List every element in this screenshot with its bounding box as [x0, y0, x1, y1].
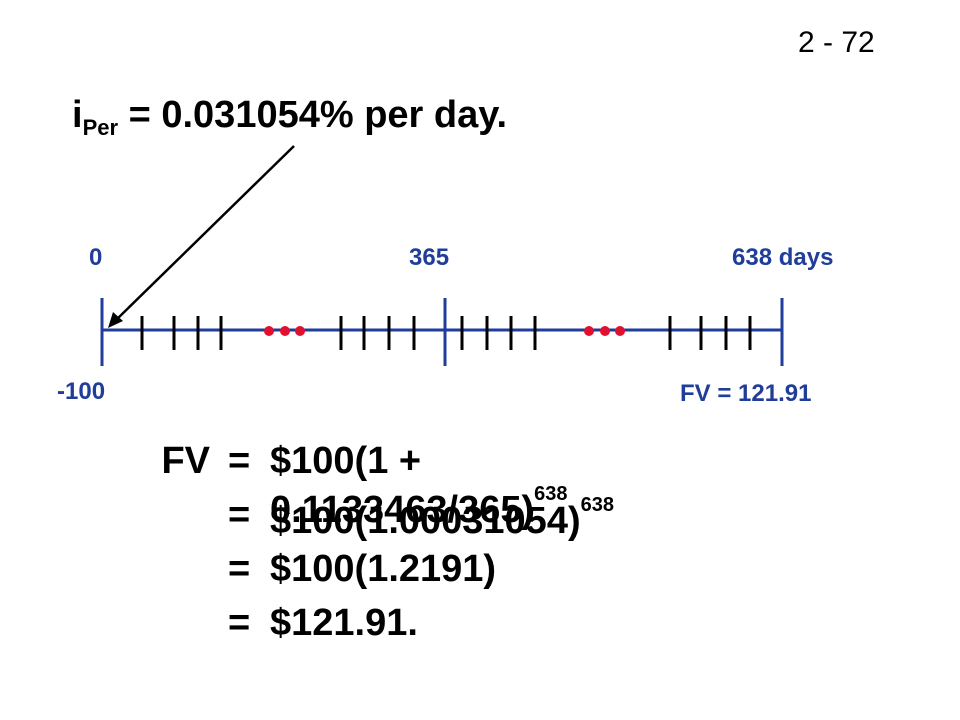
equals-sign: = [228, 494, 251, 536]
equals-sign: = [228, 440, 251, 482]
timeline-label-middle: 365 [409, 244, 450, 271]
rate-pointer-arrowhead [108, 312, 123, 328]
timeline-label-end: 638 days [732, 244, 834, 271]
equation-rhs: $121.91. [270, 602, 418, 645]
ellipsis-dot [615, 326, 625, 336]
ellipsis-dot [295, 326, 305, 336]
ellipsis-dot [584, 326, 594, 336]
timeline-label-start: 0 [89, 244, 103, 271]
slide-number: 2 - 72 [798, 26, 875, 59]
equals-sign: = [228, 602, 251, 644]
rate-pointer-arrow [113, 145, 295, 323]
equation-rhs: $100(1.2191) [270, 548, 496, 591]
ellipsis-dot [280, 326, 290, 336]
equation-exponent: 638 [580, 494, 614, 516]
equation-base: $100(1.00031054) [270, 500, 581, 542]
rate-value-text: = 0.031054% per day. [118, 94, 508, 136]
equation-exponent: 638 [534, 483, 568, 505]
equation-base: $100(1 + 0.1133463/365) [270, 440, 535, 531]
equation-base: $121.91. [270, 602, 418, 644]
equals-sign: = [228, 548, 251, 590]
rate-subscript: Per [82, 115, 119, 140]
equation-rhs: $100(1 + 0.1133463/365)638 [270, 440, 568, 532]
equation-base: $100(1.2191) [270, 548, 497, 590]
equation-lhs: FV [161, 440, 210, 482]
rate-symbol: i [72, 94, 83, 136]
ellipsis-dot [600, 326, 610, 336]
periodic-rate-statement: iPer = 0.031054% per day. [72, 94, 507, 141]
equation-rhs: $100(1.00031054)638 [270, 494, 614, 543]
ellipsis-dot [264, 326, 274, 336]
present-value-label: -100 [57, 378, 106, 405]
future-value-label: FV = 121.91 [680, 380, 812, 407]
